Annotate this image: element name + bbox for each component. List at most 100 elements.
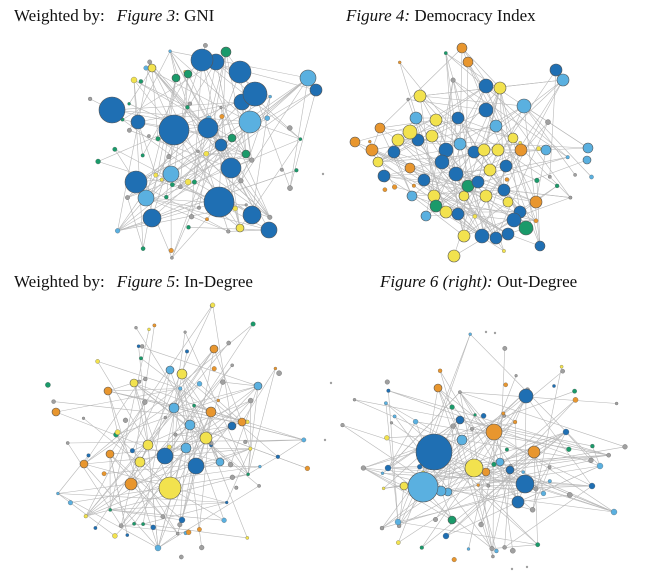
network-edge [133,382,175,409]
network-edge [135,181,229,232]
network-edge [371,149,509,235]
network-node [184,178,192,186]
network-node [480,413,487,419]
network-edge [477,484,538,545]
network-node [221,517,227,523]
network-node [365,143,379,157]
isolated-node [493,331,497,335]
network-node [380,471,385,475]
network-edge [151,67,159,139]
network-node [143,65,149,71]
network-node [81,416,86,420]
network-node [451,557,457,563]
network-node [183,69,193,79]
network-node [248,397,254,404]
network-node [95,359,100,364]
network-edge [132,369,171,451]
network-edge [459,391,501,463]
network-node [547,174,552,179]
caption-figure-label: Figure 4: [346,6,411,25]
network-node [51,399,56,404]
network-node [186,225,191,230]
network-edge [363,467,415,496]
network-node [160,514,166,519]
network-node [229,474,235,480]
network-edge [473,454,609,469]
network-edge [377,149,447,163]
network-edge [503,189,537,222]
network-node [190,48,214,72]
network-node [501,411,506,416]
network-edge [212,305,233,427]
network-edge [493,431,615,513]
network-edge [179,348,215,389]
network-edge [517,494,570,503]
network-node [622,444,628,450]
network-node [588,457,594,463]
network-node [178,184,183,189]
network-node [379,525,385,531]
network-edge [188,227,270,231]
network-node [514,143,528,157]
network-edge [592,445,601,467]
network-edge [169,446,221,463]
network-node [478,78,494,94]
network-node [108,508,112,512]
network-node [273,366,278,371]
network-node [246,472,250,477]
network-node [464,458,484,478]
network-node [170,256,174,260]
network-node [154,544,162,552]
network-node [170,182,175,188]
network-node [214,138,228,152]
network-node [502,545,507,550]
network-node [187,457,205,475]
network-node [513,419,518,425]
network-node [67,500,73,506]
network-node [298,137,303,141]
network-edge [97,361,181,389]
network-node [243,439,248,444]
network-edge [445,53,475,153]
network-node [453,137,467,151]
network-edge [120,483,132,526]
network-edge [524,395,527,485]
network-edge [414,334,471,495]
network-node [244,203,248,207]
network-edge [439,370,493,549]
network-node [280,167,284,172]
network-edge [85,383,200,517]
network-edge [477,87,501,183]
network-node [203,150,210,157]
network-edge [363,467,526,485]
network-node [547,479,552,484]
network-edge [111,109,209,129]
figure-6-caption: Figure 6 (right): Out-Degree [380,272,577,292]
network-node [158,476,182,500]
network-edge [439,370,519,503]
network-edge [523,105,576,176]
network-node [407,471,439,503]
network-edge [445,149,465,237]
network-edge [138,345,259,387]
network-edge [142,73,189,156]
network-node [386,388,391,393]
network-node [118,523,124,528]
network-edge [195,465,260,467]
network-node [382,187,388,192]
caption-title: Democracy Index [410,6,536,25]
network-node [65,441,70,445]
network-edge [110,509,225,521]
network-node [447,515,457,525]
network-node [166,154,172,160]
network-node [45,382,51,388]
network-edge [433,451,538,545]
network-edge [385,402,526,485]
network-node [220,157,242,179]
network-node [183,330,187,334]
network-node [450,77,456,83]
network-node [377,169,391,183]
network-node [196,149,200,153]
network-edge [379,119,437,129]
